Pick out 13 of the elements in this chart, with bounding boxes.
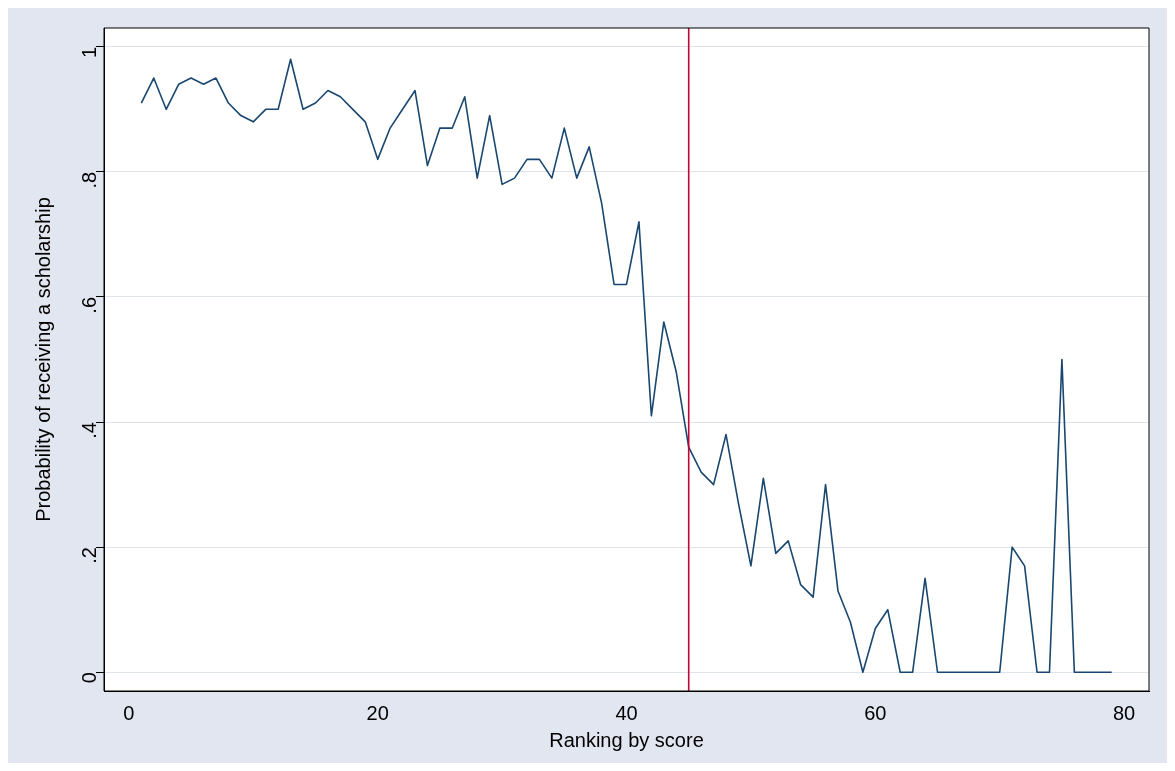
x-tick-label: 20	[366, 701, 389, 724]
y-tick-label: .8	[77, 171, 100, 189]
y-tick-label: .2	[77, 547, 100, 564]
x-tick-label: 40	[615, 701, 638, 724]
y-tick-label: 0	[77, 672, 100, 684]
y-tick-label: .4	[77, 422, 100, 439]
x-tick-label: 0	[123, 701, 135, 724]
y-tick-label: .6	[77, 296, 100, 314]
y-axis-title: Probability of receiving a scholarship	[31, 197, 54, 522]
y-tick-label: 1	[77, 46, 100, 58]
x-tick-label: 80	[1112, 701, 1136, 724]
x-axis-title: Ranking by score	[549, 728, 704, 751]
x-tick-label: 60	[864, 701, 887, 724]
